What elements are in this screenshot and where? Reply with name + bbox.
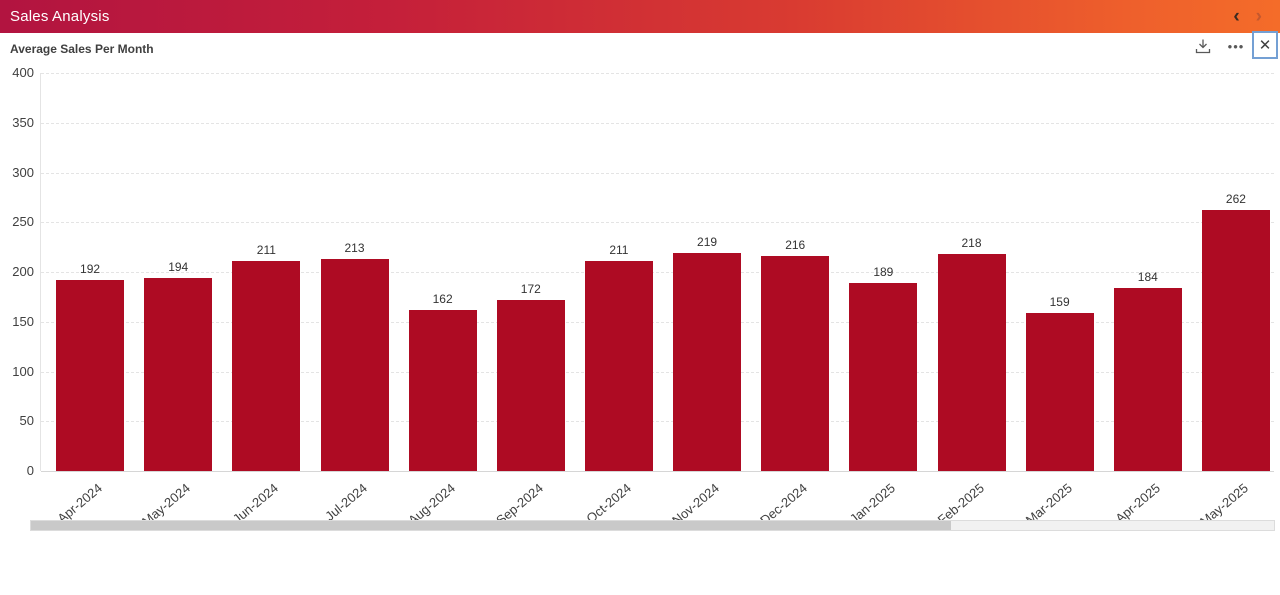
bar-value-label: 216 [785, 238, 806, 253]
chart-bar-aug-2024[interactable] [408, 309, 477, 471]
chart-bar-feb-2025[interactable] [937, 254, 1006, 471]
y-axis-tick-label: 100 [12, 363, 34, 379]
y-axis-tick-label: 300 [12, 164, 34, 180]
chart-bar-apr-2024[interactable] [56, 279, 125, 471]
gridline [41, 222, 1274, 224]
bar-value-label: 213 [344, 241, 365, 256]
chart-bar-sep-2024[interactable] [496, 299, 565, 471]
chart-bar-may-2025[interactable] [1201, 210, 1270, 471]
download-button[interactable] [1190, 36, 1216, 56]
chart-bar-jul-2024[interactable] [320, 259, 389, 471]
bar-value-label: 194 [168, 259, 189, 274]
close-button[interactable]: ✕ [1252, 31, 1278, 59]
y-axis-line [40, 73, 41, 471]
chart-bar-nov-2024[interactable] [673, 253, 742, 471]
chart-bar-may-2024[interactable] [144, 277, 213, 471]
y-axis-tick-label: 250 [12, 214, 34, 230]
sheet-navigation: ‹ › [1233, 7, 1270, 26]
chart-bar-mar-2025[interactable] [1025, 312, 1094, 471]
chart-bar-dec-2024[interactable] [761, 256, 830, 471]
chart-panel-header: Average Sales Per Month [0, 33, 1280, 64]
gridline [41, 73, 1274, 74]
bar-value-label: 192 [80, 261, 101, 276]
horizontal-scrollbar[interactable] [30, 520, 1275, 531]
bar-value-label: 189 [873, 264, 894, 279]
bar-value-label: 262 [1225, 192, 1246, 207]
y-axis-tick-label: 350 [12, 114, 34, 130]
gridline [41, 122, 1274, 124]
scrollbar-thumb[interactable] [31, 521, 951, 530]
download-icon [1194, 38, 1212, 55]
y-axis-tick-label: 150 [12, 313, 34, 329]
y-axis-tick-label: 50 [19, 413, 34, 429]
bar-value-label: 211 [256, 243, 276, 258]
gridline [41, 172, 1274, 174]
gridline [41, 371, 1274, 373]
x-axis-baseline [41, 471, 1274, 472]
chart-bar-jun-2024[interactable] [232, 261, 301, 471]
chevron-right-icon[interactable]: › [1255, 6, 1262, 27]
gridline [41, 272, 1274, 273]
gridline [41, 321, 1274, 323]
gridline [41, 421, 1274, 423]
bar-value-label: 162 [432, 291, 453, 306]
bar-value-label: 211 [609, 243, 629, 258]
bar-value-label: 218 [961, 236, 982, 251]
ellipsis-icon: ••• [1227, 38, 1245, 54]
bar-value-label: 219 [697, 235, 718, 250]
chart-bar-apr-2025[interactable] [1113, 287, 1182, 471]
app-window: { "titlebar": { "title": "Sales Analysis… [0, 0, 1280, 531]
y-axis-tick-label: 400 [12, 65, 34, 80]
chart-title: Average Sales Per Month [10, 41, 154, 56]
window-title: Sales Analysis [10, 8, 110, 25]
y-axis-tick-label: 0 [26, 463, 34, 478]
window-titlebar: Sales Analysis ‹ › [0, 0, 1280, 33]
bar-value-label: 184 [1137, 269, 1158, 284]
bar-value-label: 172 [520, 281, 541, 296]
close-icon: ✕ [1258, 37, 1272, 54]
y-axis-tick-label: 200 [12, 264, 34, 279]
bar-value-label: 159 [1049, 294, 1070, 309]
chart-bar-oct-2024[interactable] [584, 261, 653, 471]
more-options-button[interactable]: ••• [1224, 36, 1248, 56]
bar-chart: 0 50 100 150 200 250 300 350 400 192 Apr-2024 194 Ma… [0, 65, 1280, 529]
chart-bar-jan-2025[interactable] [849, 282, 918, 471]
chevron-left-icon[interactable]: ‹ [1233, 6, 1240, 27]
